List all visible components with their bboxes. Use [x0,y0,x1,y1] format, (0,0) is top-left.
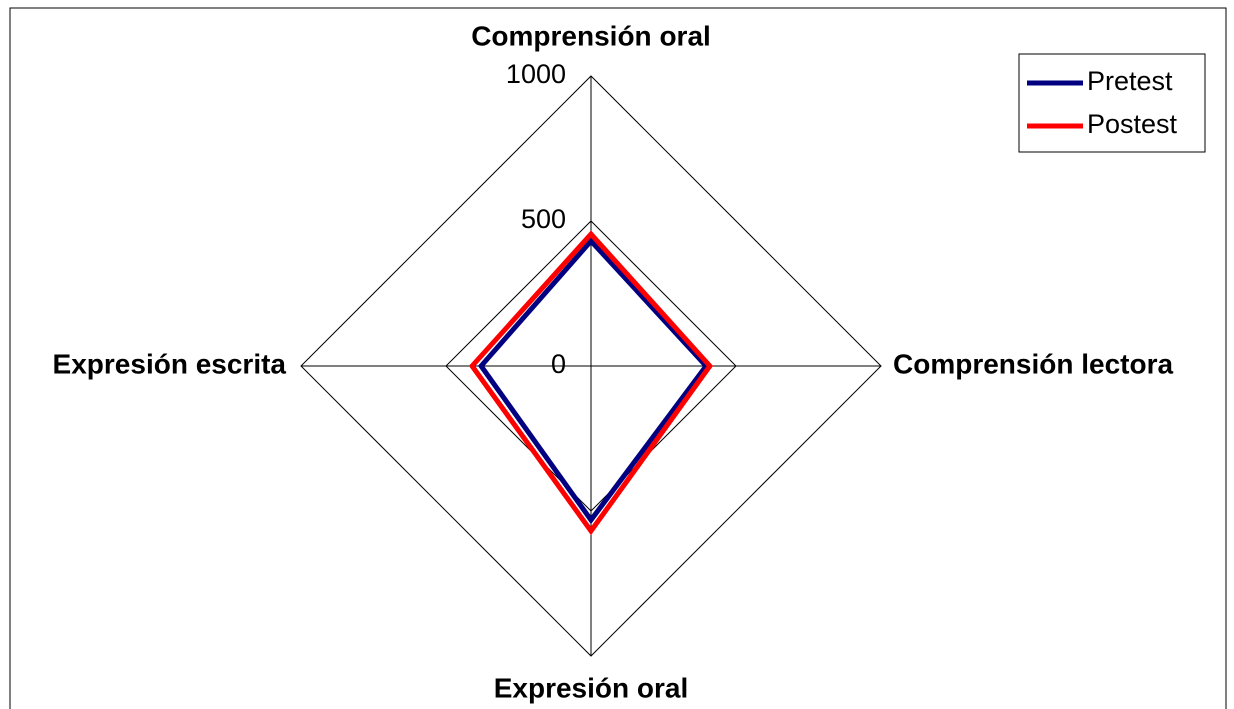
series-line [468,230,714,536]
y-tick-label: 1000 [506,59,566,89]
category-label: Expresión escrita [53,348,287,379]
y-tick-label: 500 [521,204,566,234]
category-label: Comprensión lectora [893,348,1173,379]
legend-box [1018,53,1206,153]
y-tick-label: 0 [551,349,566,379]
category-label: Expresión oral [494,672,689,703]
series-line [477,237,710,525]
legend-label: Pretest [1087,66,1173,96]
legend-label: Postest [1087,109,1178,139]
category-label: Comprensión oral [471,20,711,51]
